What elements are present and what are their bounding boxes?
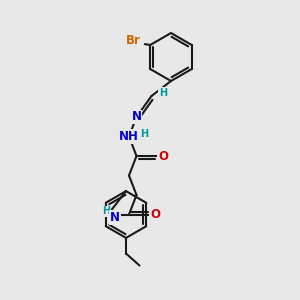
Text: O: O	[150, 208, 161, 221]
Text: H: H	[159, 88, 167, 98]
Text: H: H	[102, 206, 111, 217]
Text: Br: Br	[126, 34, 141, 47]
Text: N: N	[110, 211, 120, 224]
Text: H: H	[140, 129, 149, 139]
Text: O: O	[158, 149, 168, 163]
Text: N: N	[131, 110, 142, 124]
Text: NH: NH	[119, 130, 139, 143]
